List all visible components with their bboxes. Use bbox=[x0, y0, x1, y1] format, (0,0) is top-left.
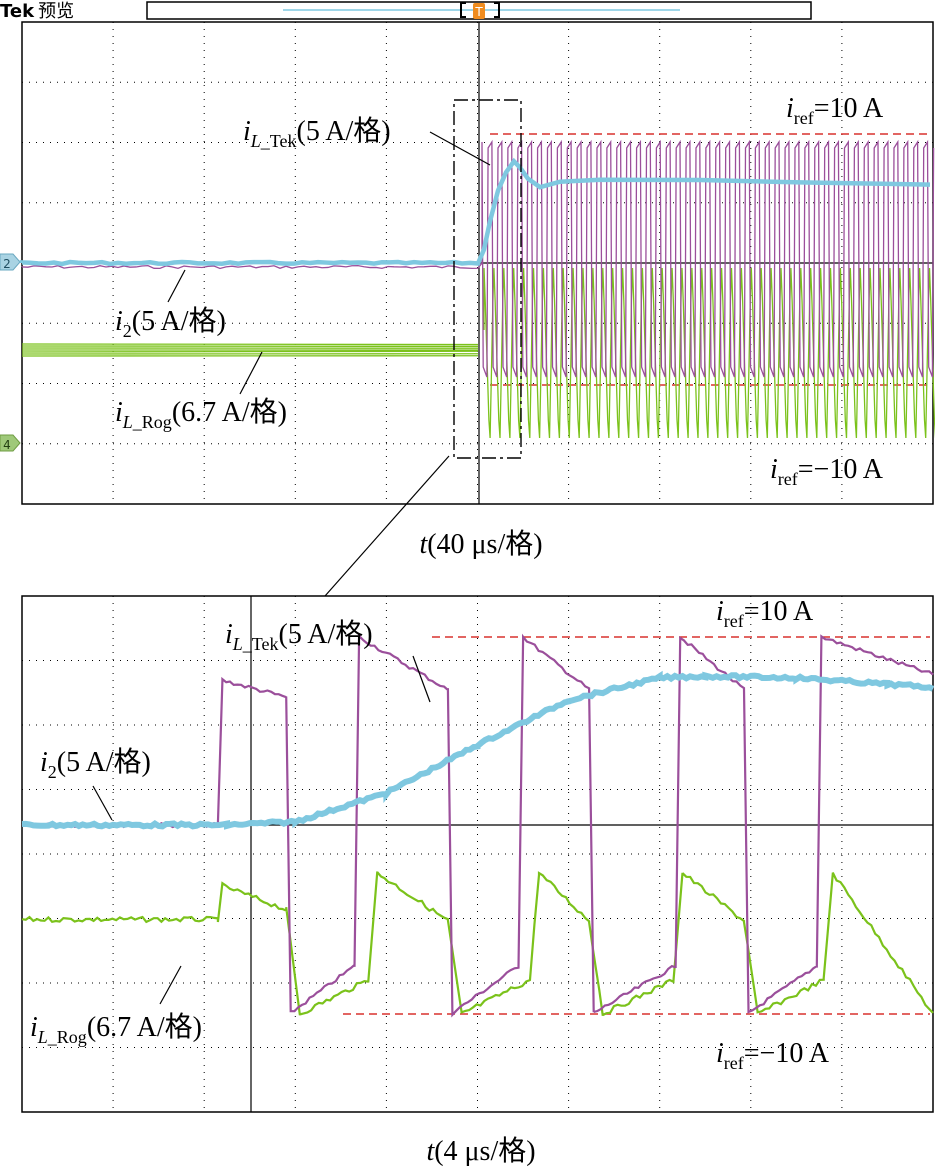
zoom-iref-neg-label: iref=−10 A bbox=[716, 1038, 830, 1073]
zoom-i2-label: i2(5 A/格) bbox=[40, 746, 151, 782]
scope-header: Tek 预览 bbox=[0, 1, 74, 22]
zoom-region-box bbox=[453, 99, 522, 459]
trigger-position-icon: T bbox=[473, 3, 485, 19]
zoom-iL-rog-label: iL_Rog(6.7 A/格) bbox=[30, 1011, 202, 1047]
svg-text:2: 2 bbox=[3, 257, 11, 271]
overview-iL-tek-label: iL_Tek(5 A/格) bbox=[243, 115, 391, 151]
zoom-iL-tek-leader bbox=[412, 655, 431, 703]
overview-iL-rog-leader bbox=[239, 351, 263, 395]
zoom-connector-line bbox=[324, 455, 450, 597]
zoom-iref-pos-label: iref=10 A bbox=[716, 596, 814, 631]
overview-i2-trace bbox=[19, 157, 931, 267]
overview-i2-label: i2(5 A/格) bbox=[115, 305, 226, 341]
zoom-iL-rog-leader bbox=[159, 965, 182, 1005]
overview-x-axis-label: t(40 μs/格) bbox=[419, 528, 542, 560]
overview-panel: 2 4 iL_Tek(5 A/格) i2(5 A/格) iL_Rog(6.7 A… bbox=[0, 21, 935, 505]
zoom-panel: iL_Tek(5 A/格) i2(5 A/格) iL_Rog(6.7 A/格) … bbox=[21, 595, 935, 1113]
svg-text:4: 4 bbox=[3, 438, 11, 452]
channel-4-marker-icon: 4 bbox=[0, 434, 21, 452]
zoom-grid bbox=[22, 596, 933, 1112]
zoom-i2-leader bbox=[92, 785, 113, 821]
channel-2-marker-icon: 2 bbox=[0, 253, 21, 271]
overview-i2-leader bbox=[167, 269, 186, 303]
overview-iref-neg-label: iref=−10 A bbox=[770, 454, 884, 489]
overview-iref-pos-label: iref=10 A bbox=[786, 93, 884, 128]
overview-iL-tek-leader bbox=[429, 131, 491, 166]
zoom-iL-rog-trace bbox=[21, 871, 934, 1017]
zoom-i2-trace bbox=[21, 670, 935, 830]
svg-text:T: T bbox=[474, 5, 483, 19]
overview-iL-tek-trace bbox=[21, 139, 935, 378]
overview-iL-rog-label: iL_Rog(6.7 A/格) bbox=[115, 396, 287, 432]
brand-label: Tek 预览 bbox=[0, 1, 74, 22]
zoom-iL-tek-label: iL_Tek(5 A/格) bbox=[225, 618, 373, 654]
overview-iL-rog-trace bbox=[21, 267, 935, 439]
zoom-x-axis-label: t(4 μs/格) bbox=[426, 1135, 535, 1167]
